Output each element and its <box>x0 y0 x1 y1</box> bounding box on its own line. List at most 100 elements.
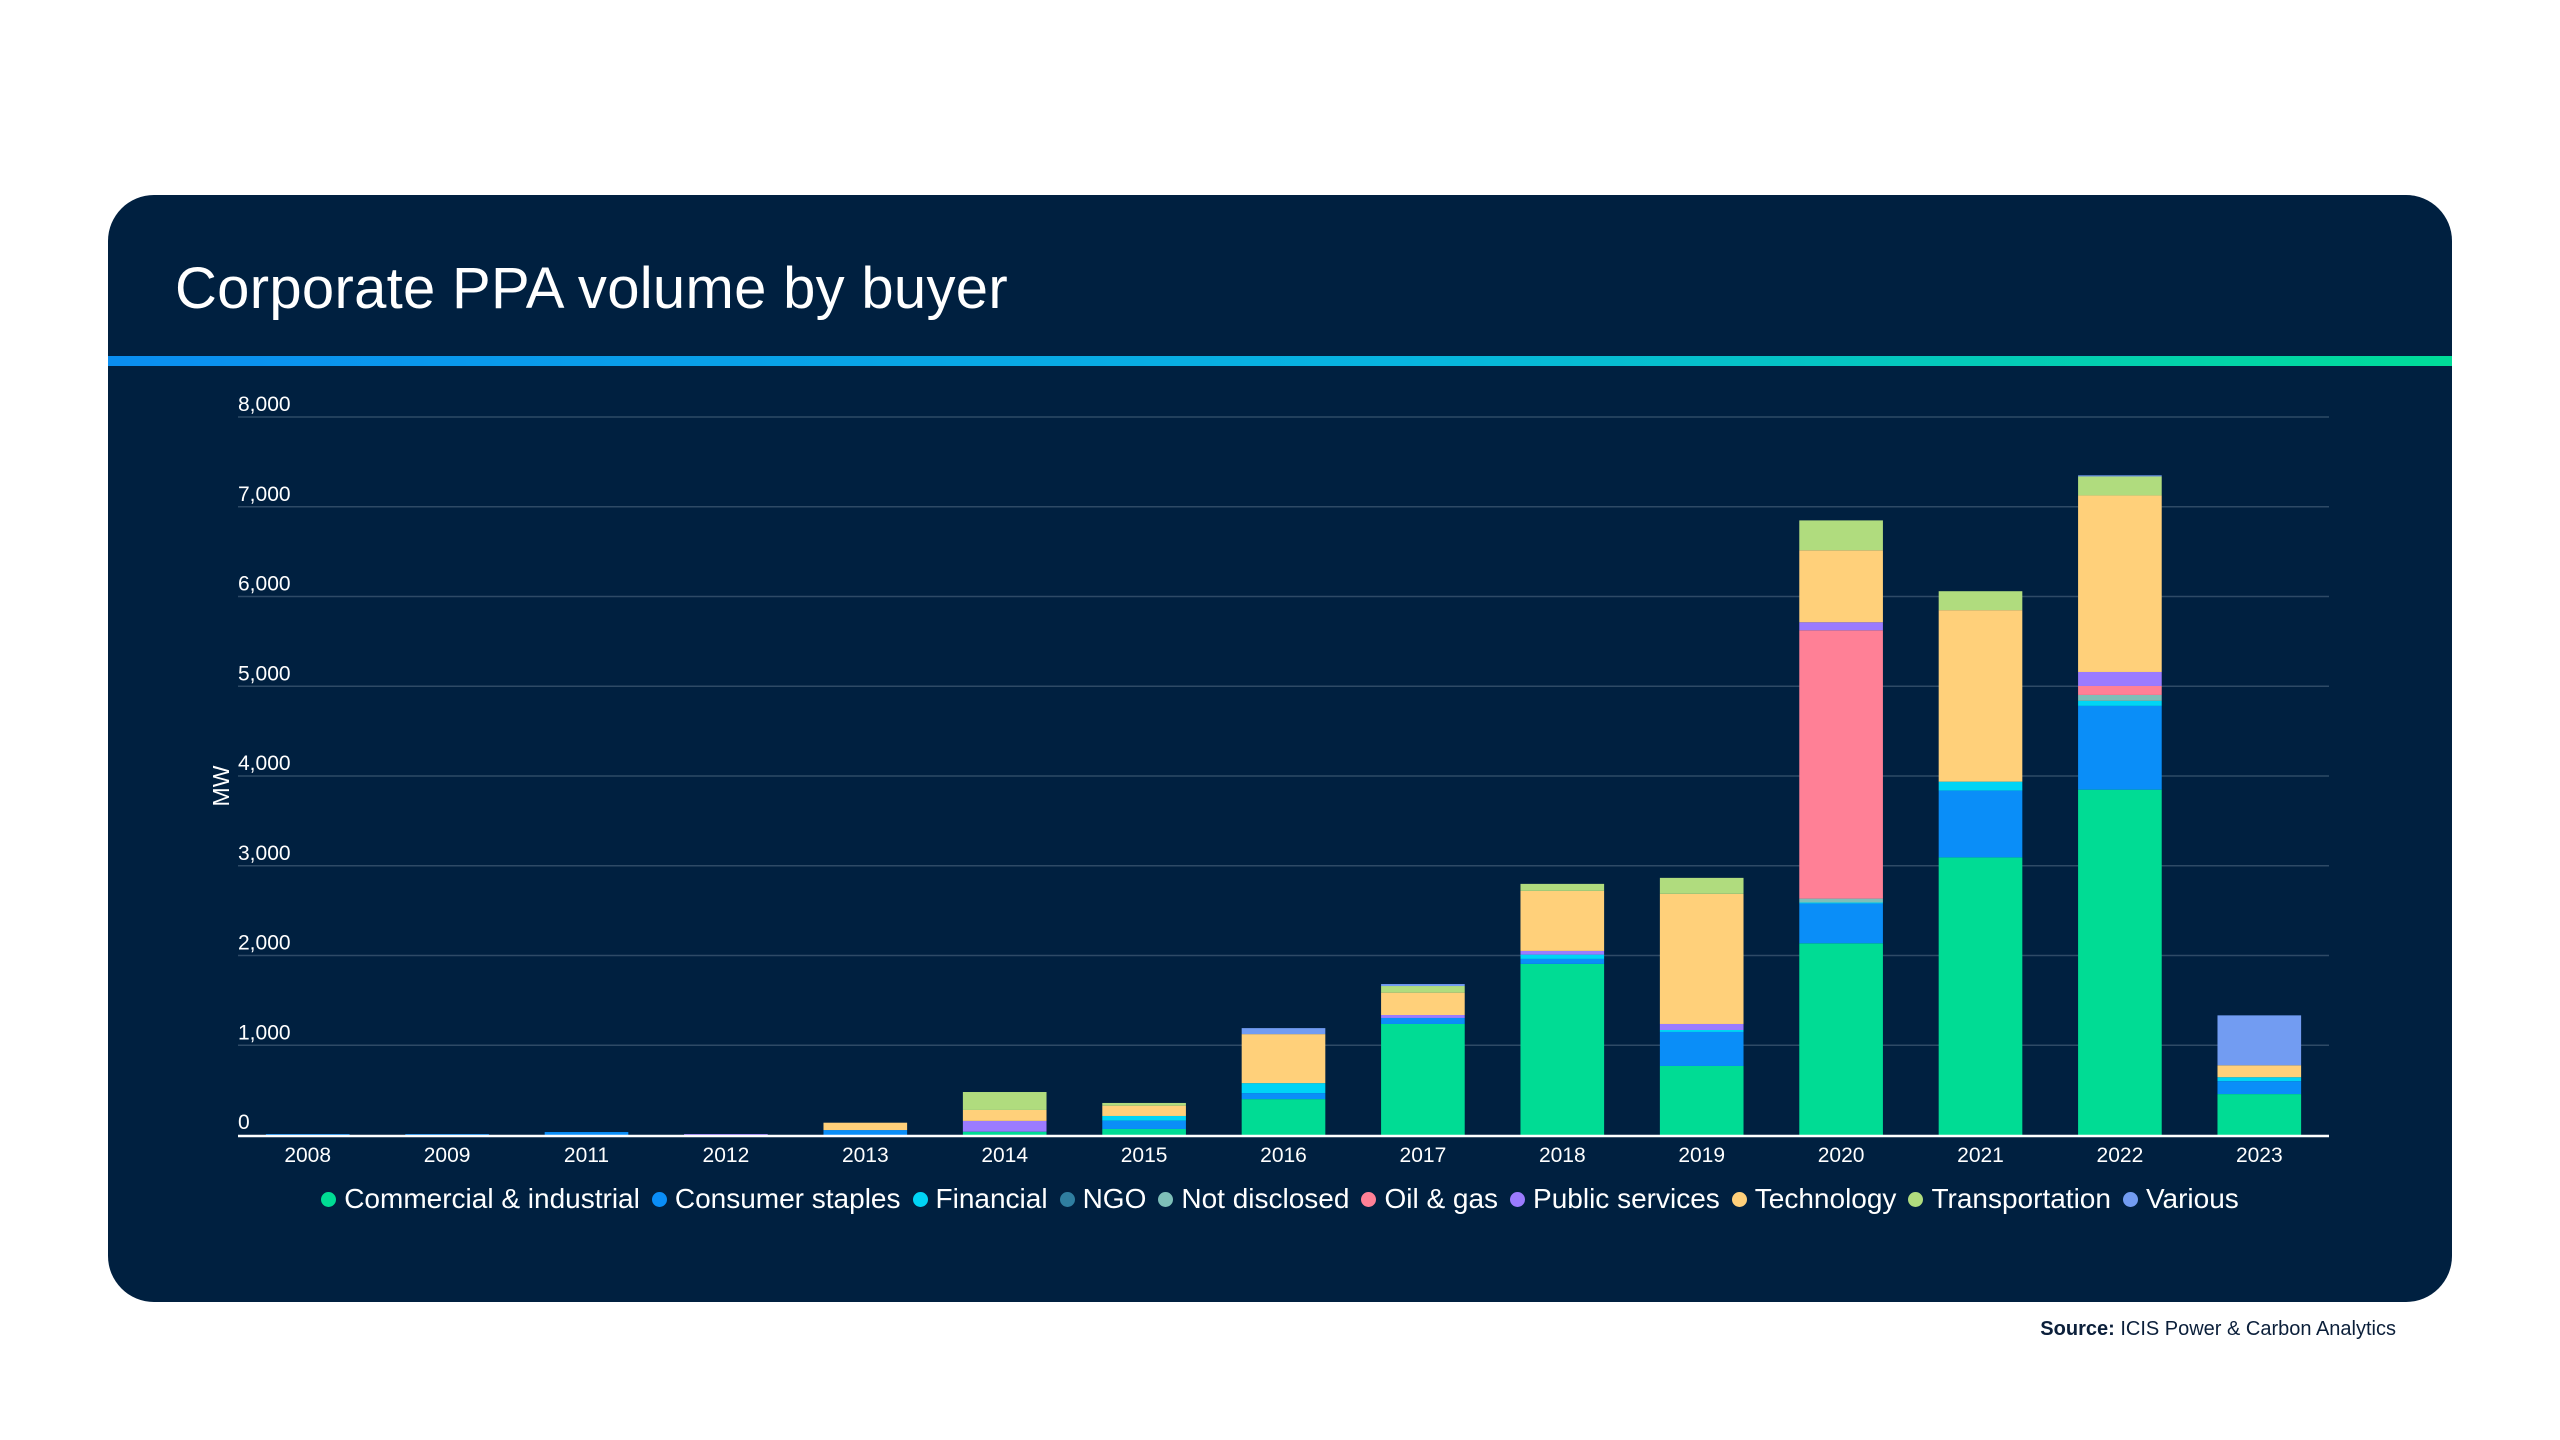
source-label: Source: <box>2040 1318 2115 1340</box>
bar-stack-2018 <box>1520 883 1605 1135</box>
legend-item[interactable]: NGO <box>1059 1183 1147 1215</box>
x-tick-label: 2011 <box>564 1144 609 1167</box>
bar-segment-public-services-2020 <box>1799 622 1883 631</box>
bar-segment-consumer-staples-2021 <box>1938 790 2023 858</box>
bar-segment-commercial-industrial-2022 <box>2078 789 2162 1135</box>
y-tick-label: 5,000 <box>238 662 291 685</box>
bar-segment-transportation-2018 <box>1520 883 1605 891</box>
y-tick-label: 7,000 <box>238 483 291 506</box>
bar-segment-technology-2015 <box>1102 1105 1186 1116</box>
bar-segment-technology-2014 <box>962 1109 1047 1121</box>
legend-dot-icon <box>1158 1191 1174 1207</box>
legend-label: NGO <box>1082 1183 1147 1214</box>
legend-dot-icon <box>1731 1191 1747 1207</box>
y-tick-label: 8,000 <box>238 393 291 416</box>
legend-item[interactable]: Transportation <box>1908 1183 2111 1215</box>
bar-segment-consumer-staples-2016 <box>1241 1093 1326 1100</box>
bar-segment-commercial-industrial-2017 <box>1381 1023 1465 1135</box>
x-tick-label: 2015 <box>1121 1144 1168 1167</box>
bar-segment-commercial-industrial-2016 <box>1241 1099 1326 1135</box>
bar-segment-transportation-2020 <box>1799 520 1883 551</box>
bar-segment-technology-2018 <box>1520 890 1605 951</box>
source-note: Source: ICIS Power & Carbon Analytics <box>2040 1318 2396 1341</box>
legend-item[interactable]: Oil & gas <box>1361 1183 1498 1215</box>
bar-segment-commercial-industrial-2021 <box>1938 857 2023 1135</box>
x-tick-label: 2013 <box>842 1144 889 1167</box>
x-tick-label: 2016 <box>1260 1144 1307 1167</box>
x-tick-label: 2014 <box>981 1144 1028 1167</box>
bar-segment-commercial-industrial-2014 <box>962 1131 1047 1135</box>
bar-segment-various-2022 <box>2078 475 2162 477</box>
legend-label: Commercial & industrial <box>344 1183 640 1214</box>
legend-dot-icon <box>321 1191 337 1207</box>
bar-segment-financial-2018 <box>1520 954 1605 959</box>
bar-stack-2012 <box>684 1134 768 1136</box>
bar-segment-various-2023 <box>2217 1015 2302 1066</box>
bar-segment-public-services-2017 <box>1381 1015 1465 1018</box>
bar-segment-oil-gas-2022 <box>2078 685 2162 695</box>
bar-segment-consumer-staples-2015 <box>1102 1120 1186 1129</box>
bar-segment-public-services-2022 <box>2078 671 2162 686</box>
bar-segment-financial-2022 <box>2078 700 2162 706</box>
legend-label: Financial <box>935 1183 1048 1214</box>
legend-item[interactable]: Public services <box>1510 1183 1720 1215</box>
legend-item[interactable]: Consumer staples <box>651 1183 901 1215</box>
bar-segment-commercial-industrial-2019 <box>1659 1065 1744 1135</box>
bar-segment-technology-2017 <box>1381 992 1465 1016</box>
chart-title: Corporate PPA volume by buyer <box>175 256 1008 321</box>
bar-segment-transportation-2014 <box>962 1092 1047 1110</box>
x-tick-label: 2012 <box>703 1144 750 1167</box>
x-axis-ticks: 2008 2009 2011 2012 2013 2014 2015 2016 2017 2018… <box>284 1144 2282 1167</box>
bar-segment-transportation-2022 <box>2078 476 2162 496</box>
x-tick-label: 2018 <box>1539 1144 1586 1167</box>
y-axis-title: MW <box>208 765 234 806</box>
y-tick-label: 6,000 <box>238 573 291 596</box>
bar-segment-financial-2016 <box>1241 1083 1326 1094</box>
bar-segment-financial-2021 <box>1938 781 2023 791</box>
legend-item[interactable]: Technology <box>1731 1183 1896 1215</box>
legend-dot-icon <box>1510 1191 1526 1207</box>
bar-stack-2017 <box>1381 984 1465 1135</box>
x-tick-label: 2022 <box>2097 1144 2144 1167</box>
legend-dot-icon <box>1908 1191 1924 1207</box>
legend-item[interactable]: Various <box>2122 1183 2239 1215</box>
bar-stack-2011 <box>544 1132 629 1135</box>
bar-segment-not-disclosed-2022 <box>2078 694 2162 701</box>
bar-stack-2021 <box>1938 591 2023 1135</box>
bar-segment-commercial-industrial-2020 <box>1799 943 1883 1135</box>
bar-segment-consumer-staples-2019 <box>1659 1031 1744 1066</box>
legend-dot-icon <box>1059 1191 1075 1207</box>
legend-label: Oil & gas <box>1384 1183 1499 1214</box>
legend-item[interactable]: Not disclosed <box>1158 1183 1349 1215</box>
bar-segment-technology-2013 <box>823 1122 908 1131</box>
bar-segment-public-services-2018 <box>1520 950 1605 955</box>
bar-segment-consumer-staples-2020 <box>1799 903 1883 944</box>
bar-segment-consumer-staples-2011 <box>544 1132 629 1135</box>
legend-item[interactable]: Commercial & industrial <box>321 1183 640 1215</box>
bar-segment-public-services-2019 <box>1659 1023 1744 1030</box>
bar-segment-financial-2023 <box>2217 1077 2302 1082</box>
bar-segment-consumer-staples-2013 <box>823 1130 908 1135</box>
y-tick-label: 4,000 <box>238 752 291 775</box>
bar-segment-financial-2019 <box>1659 1029 1744 1032</box>
bar-segment-oil-gas-2020 <box>1799 630 1883 899</box>
y-tick-label: 3,000 <box>238 842 291 865</box>
legend-item[interactable]: Financial <box>912 1183 1048 1215</box>
bar-segment-technology-2019 <box>1659 893 1744 1024</box>
legend-label: Public services <box>1533 1183 1720 1214</box>
legend-label: Consumer staples <box>674 1183 901 1214</box>
bar-segment-technology-2022 <box>2078 495 2162 672</box>
bar-segment-consumer-staples-2009 <box>405 1134 489 1136</box>
bar-stack-2008 <box>265 1134 350 1136</box>
bar-stack-2019 <box>1659 877 1744 1135</box>
y-tick-label: 0 <box>238 1111 250 1134</box>
bar-stack-2023 <box>2217 1015 2302 1135</box>
bar-segment-public-services-2012 <box>684 1134 768 1136</box>
x-tick-label: 2023 <box>2236 1144 2283 1167</box>
bar-stack-2013 <box>823 1122 908 1135</box>
bar-stack-2016 <box>1241 1028 1326 1135</box>
legend-label: Various <box>2145 1183 2239 1214</box>
legend-dot-icon <box>1361 1191 1377 1207</box>
y-tick-label: 1,000 <box>238 1021 291 1044</box>
bar-segment-not-disclosed-2020 <box>1799 898 1883 903</box>
